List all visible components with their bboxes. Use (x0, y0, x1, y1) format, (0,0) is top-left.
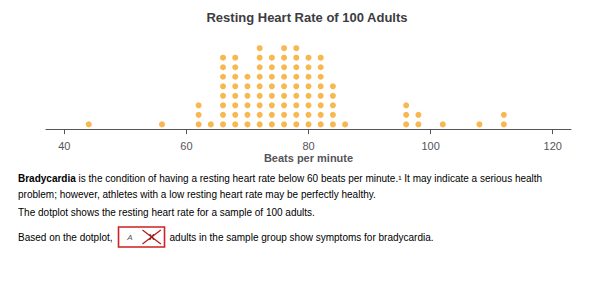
svg-text:adults in the sample group sho: adults in the sample group show symptoms… (170, 232, 434, 243)
svg-text:Resting Heart Rate of 100 Adul: Resting Heart Rate of 100 Adults (206, 10, 407, 25)
svg-text:80: 80 (302, 140, 314, 152)
svg-text:is the condition of having a r: is the condition of having a resting hea… (76, 173, 542, 184)
svg-text:120: 120 (544, 140, 562, 152)
svg-text:The dotplot shows the resting: The dotplot shows the resting heart rate… (18, 207, 315, 218)
svg-text:60: 60 (180, 140, 192, 152)
svg-text:X: X (148, 232, 155, 242)
svg-text:problem; however, athletes wit: problem; however, athletes with a low re… (18, 189, 376, 200)
svg-text:100: 100 (421, 140, 439, 152)
svg-text:Beats per minute: Beats per minute (264, 152, 353, 164)
svg-text:A: A (126, 233, 132, 242)
svg-text:40: 40 (58, 140, 70, 152)
svg-text:Bradycardia: Bradycardia (18, 173, 76, 184)
svg-text:Based on the dotplot,: Based on the dotplot, (18, 232, 113, 243)
